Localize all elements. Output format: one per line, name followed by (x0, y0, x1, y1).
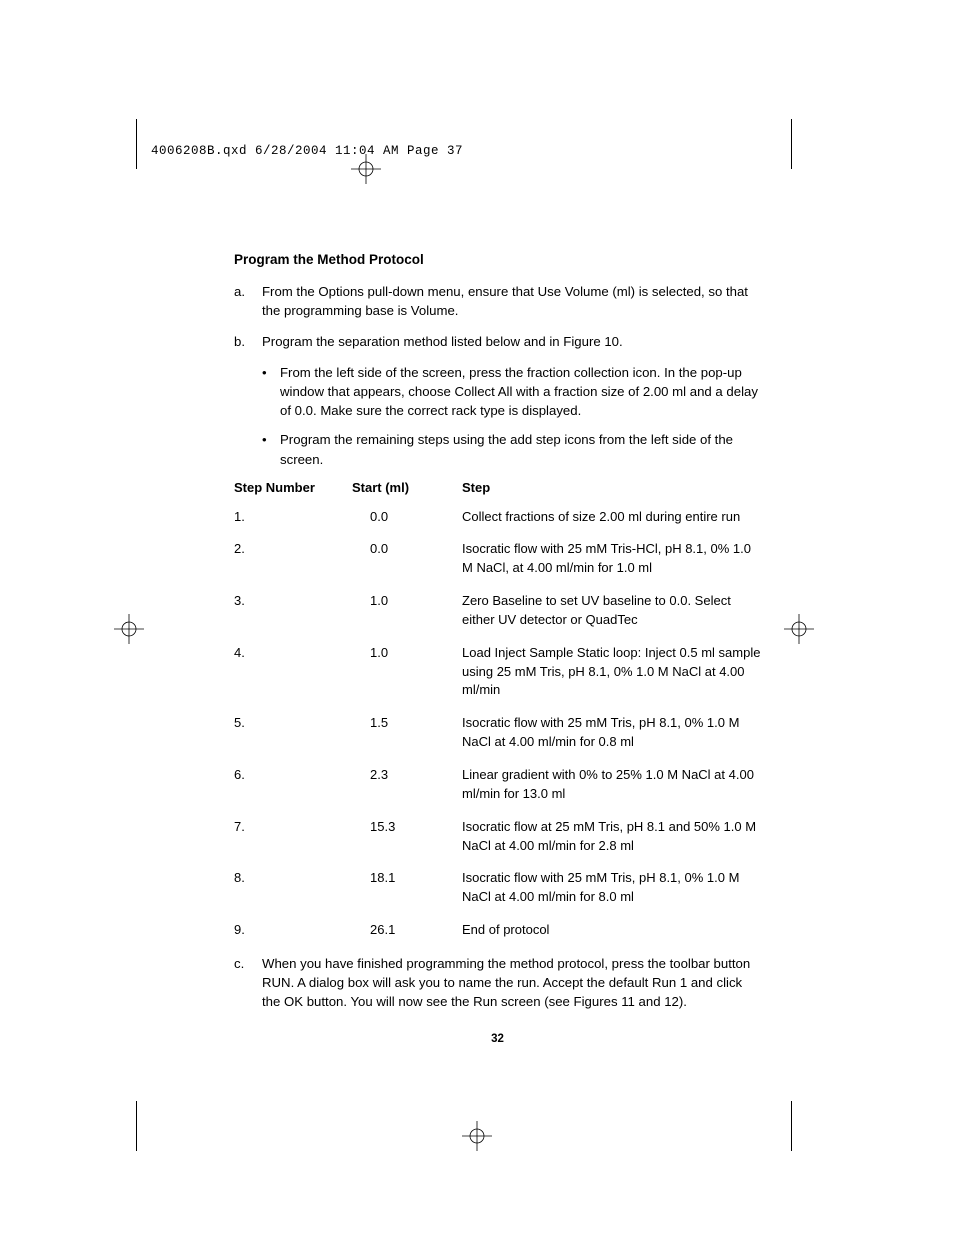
table-row: 8.18.1Isocratic flow with 25 mM Tris, pH… (234, 869, 761, 907)
cell-step: Load Inject Sample Static loop: Inject 0… (462, 644, 761, 701)
page-number: 32 (234, 1031, 761, 1048)
cell-step-number: 3. (234, 592, 352, 611)
section-heading: Program the Method Protocol (234, 250, 761, 270)
bullet-item: • From the left side of the screen, pres… (262, 363, 761, 420)
cell-step-number: 6. (234, 766, 352, 785)
cell-step: Isocratic flow at 25 mM Tris, pH 8.1 and… (462, 818, 761, 856)
cell-step: Linear gradient with 0% to 25% 1.0 M NaC… (462, 766, 761, 804)
list-letter: a. (234, 282, 262, 320)
list-body: When you have finished programming the m… (262, 954, 761, 1011)
cell-start: 15.3 (352, 818, 462, 837)
cell-step: Zero Baseline to set UV baseline to 0.0.… (462, 592, 761, 630)
cell-start: 18.1 (352, 869, 462, 888)
cell-start: 26.1 (352, 921, 462, 940)
page-content: Program the Method Protocol a. From the … (234, 250, 761, 1011)
table-row: 7.15.3Isocratic flow at 25 mM Tris, pH 8… (234, 818, 761, 856)
registration-mark-icon (114, 614, 144, 644)
cell-step-number: 7. (234, 818, 352, 837)
table-row: 5.1.5Isocratic flow with 25 mM Tris, pH … (234, 714, 761, 752)
registration-mark-icon (462, 1121, 492, 1151)
list-item-c: c. When you have finished programming th… (234, 954, 761, 1011)
col-header-start: Start (ml) (352, 479, 462, 498)
print-header-slug: 4006208B.qxd 6/28/2004 11:04 AM Page 37 (151, 144, 463, 158)
col-header-step: Step (462, 479, 761, 498)
crop-mark (136, 1101, 137, 1151)
list-letter: c. (234, 954, 262, 1011)
registration-mark-icon (351, 154, 381, 184)
crop-mark (791, 119, 792, 169)
cell-start: 1.5 (352, 714, 462, 733)
cell-step-number: 4. (234, 644, 352, 663)
cell-step-number: 1. (234, 508, 352, 527)
cell-start: 2.3 (352, 766, 462, 785)
bullet-body: From the left side of the screen, press … (280, 363, 761, 420)
list-item-a: a. From the Options pull-down menu, ensu… (234, 282, 761, 320)
table-row: 4.1.0Load Inject Sample Static loop: Inj… (234, 644, 761, 701)
cell-step-number: 5. (234, 714, 352, 733)
cell-start: 0.0 (352, 540, 462, 559)
cell-step: Isocratic flow with 25 mM Tris, pH 8.1, … (462, 714, 761, 752)
bullet-dot-icon: • (262, 363, 280, 420)
bullet-body: Program the remaining steps using the ad… (280, 430, 761, 468)
table-row: 3.1.0Zero Baseline to set UV baseline to… (234, 592, 761, 630)
table-row: 9.26.1End of protocol (234, 921, 761, 940)
list-item-b: b. Program the separation method listed … (234, 332, 761, 351)
crop-mark (136, 119, 137, 169)
cell-step-number: 2. (234, 540, 352, 559)
bullet-dot-icon: • (262, 430, 280, 468)
bullet-item: • Program the remaining steps using the … (262, 430, 761, 468)
table-row: 1.0.0Collect fractions of size 2.00 ml d… (234, 508, 761, 527)
cell-start: 1.0 (352, 644, 462, 663)
cell-start: 0.0 (352, 508, 462, 527)
cell-step: Isocratic flow with 25 mM Tris, pH 8.1, … (462, 869, 761, 907)
list-body: From the Options pull-down menu, ensure … (262, 282, 761, 320)
cell-start: 1.0 (352, 592, 462, 611)
crop-mark (791, 1101, 792, 1151)
cell-step-number: 8. (234, 869, 352, 888)
protocol-table: Step Number Start (ml) Step 1.0.0Collect… (234, 479, 761, 940)
cell-step-number: 9. (234, 921, 352, 940)
registration-mark-icon (784, 614, 814, 644)
table-row: 2.0.0Isocratic flow with 25 mM Tris-HCl,… (234, 540, 761, 578)
cell-step: Collect fractions of size 2.00 ml during… (462, 508, 761, 527)
list-letter: b. (234, 332, 262, 351)
table-header-row: Step Number Start (ml) Step (234, 479, 761, 498)
col-header-step-number: Step Number (234, 479, 352, 498)
cell-step: Isocratic flow with 25 mM Tris-HCl, pH 8… (462, 540, 761, 578)
cell-step: End of protocol (462, 921, 761, 940)
table-row: 6.2.3Linear gradient with 0% to 25% 1.0 … (234, 766, 761, 804)
list-body: Program the separation method listed bel… (262, 332, 761, 351)
